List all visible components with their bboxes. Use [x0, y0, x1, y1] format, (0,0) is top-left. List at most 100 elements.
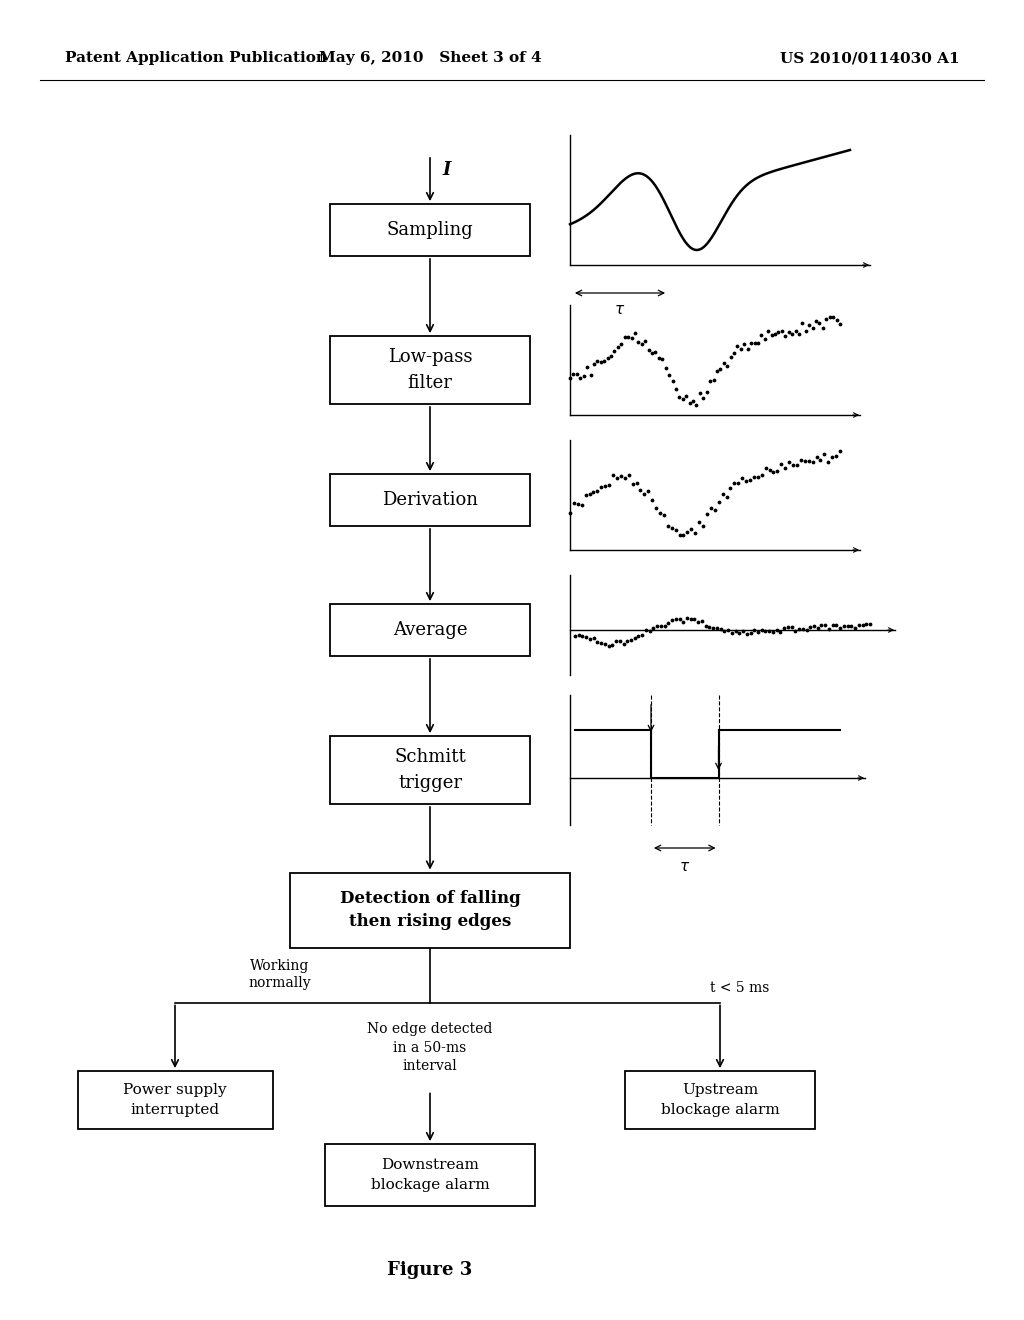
- Point: [664, 517, 680, 539]
- Point: [657, 358, 674, 379]
- Point: [820, 451, 837, 473]
- Point: [627, 627, 643, 648]
- Point: [791, 619, 807, 640]
- Point: [652, 616, 669, 638]
- Point: [851, 615, 867, 636]
- Point: [593, 632, 609, 653]
- Point: [638, 619, 654, 640]
- Point: [788, 454, 805, 475]
- Point: [828, 309, 845, 330]
- Text: No edge detected
in a 50-ms
interval: No edge detected in a 50-ms interval: [368, 1023, 493, 1073]
- Point: [702, 498, 719, 519]
- Point: [593, 477, 609, 498]
- Point: [606, 341, 623, 362]
- Text: Average: Average: [393, 620, 467, 639]
- Text: Figure 3: Figure 3: [387, 1261, 473, 1279]
- Point: [808, 310, 824, 331]
- Point: [624, 327, 640, 348]
- Point: [735, 620, 752, 642]
- Point: [573, 495, 590, 516]
- Point: [711, 491, 727, 512]
- Point: [695, 387, 712, 408]
- Point: [672, 525, 688, 546]
- Point: [716, 620, 732, 642]
- Point: [817, 615, 834, 636]
- Point: [758, 457, 774, 478]
- Point: [572, 368, 589, 389]
- Point: [664, 610, 680, 631]
- Point: [831, 440, 848, 461]
- Point: [715, 483, 731, 504]
- Point: [579, 356, 595, 378]
- Text: Power supply
interrupted: Power supply interrupted: [123, 1084, 226, 1117]
- Text: Detection of falling
then rising edges: Detection of falling then rising edges: [340, 890, 520, 931]
- Point: [793, 450, 809, 471]
- Point: [600, 635, 616, 656]
- Point: [799, 619, 815, 640]
- Point: [601, 475, 617, 496]
- Point: [645, 618, 662, 639]
- Point: [727, 620, 743, 642]
- Point: [659, 515, 676, 536]
- Bar: [325, 1144, 535, 1206]
- Point: [818, 309, 835, 330]
- Point: [621, 465, 637, 486]
- Point: [734, 467, 751, 488]
- Point: [582, 628, 598, 649]
- Point: [729, 335, 745, 356]
- Point: [762, 459, 778, 480]
- Point: [754, 619, 770, 640]
- Point: [565, 363, 582, 384]
- Text: Low-pass
filter: Low-pass filter: [388, 348, 472, 392]
- Point: [640, 480, 656, 502]
- Point: [568, 363, 585, 384]
- Point: [603, 345, 620, 366]
- Text: Patent Application Publication: Patent Application Publication: [65, 51, 327, 65]
- Point: [625, 474, 641, 495]
- Point: [586, 482, 602, 503]
- Point: [754, 465, 770, 486]
- Point: [712, 358, 728, 379]
- Point: [652, 502, 669, 523]
- Point: [672, 609, 688, 630]
- Point: [750, 333, 766, 354]
- Point: [738, 624, 755, 645]
- Point: [781, 451, 798, 473]
- Point: [597, 475, 613, 496]
- Point: [754, 325, 770, 346]
- Point: [741, 470, 758, 491]
- Point: [808, 446, 824, 467]
- Bar: [330, 205, 530, 256]
- Point: [779, 616, 796, 638]
- Point: [637, 330, 653, 351]
- Point: [583, 364, 599, 385]
- Point: [683, 609, 699, 630]
- Point: [746, 619, 763, 640]
- Point: [605, 465, 622, 486]
- Bar: [290, 873, 570, 948]
- Point: [736, 334, 753, 355]
- Point: [701, 371, 718, 392]
- Point: [650, 347, 667, 368]
- Point: [750, 622, 766, 643]
- Point: [630, 331, 646, 352]
- Point: [620, 326, 636, 347]
- Point: [701, 616, 718, 638]
- Point: [773, 454, 790, 475]
- Point: [733, 339, 750, 360]
- Point: [791, 323, 807, 345]
- Point: [713, 619, 729, 640]
- Point: [632, 479, 648, 500]
- Point: [813, 615, 829, 636]
- Point: [777, 458, 794, 479]
- Point: [726, 473, 742, 494]
- Point: [757, 329, 773, 350]
- Point: [709, 618, 725, 639]
- Point: [586, 352, 602, 374]
- Point: [654, 348, 671, 370]
- Point: [806, 615, 822, 636]
- Point: [698, 381, 715, 403]
- Point: [687, 523, 703, 544]
- Point: [686, 609, 702, 630]
- Point: [761, 620, 777, 642]
